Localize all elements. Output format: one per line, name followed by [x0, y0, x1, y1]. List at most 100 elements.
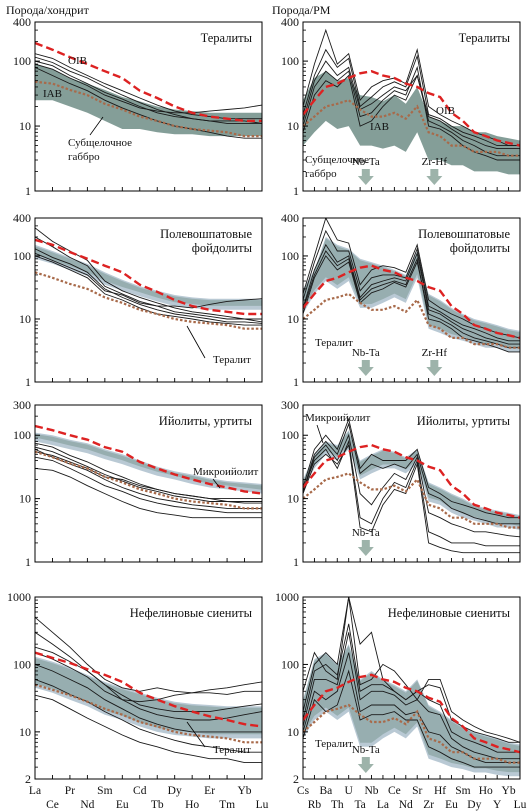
chart-panel-1: 1 10 100 400 Тералиты OIB IAB Субщелочное габбро… [281, 15, 521, 198]
y-tick-label: 300 [13, 398, 31, 412]
oib-label: OIB [68, 55, 87, 67]
sample-line-0 [35, 616, 262, 695]
teralite-label: Тералит [213, 354, 251, 366]
iab-line [35, 450, 262, 510]
ree-element-label: Yb [238, 785, 252, 797]
down-arrow-icon [357, 540, 374, 556]
ree-element-label: Sm [97, 785, 112, 797]
y-tick-label: 100 [13, 428, 31, 442]
spider-element-label: Sr [412, 785, 422, 797]
sample-line-3 [303, 74, 520, 157]
anomaly-label-zr-hf: Zr-Hf [422, 156, 448, 168]
y-tick-label: 100 [13, 54, 31, 68]
plot-area [303, 28, 520, 175]
microijolite-leader [316, 424, 324, 444]
ree-element-label: Ho [185, 799, 199, 811]
y-tick-label: 10 [19, 312, 31, 326]
plot-frame [34, 596, 263, 780]
comparison-range-band [35, 656, 262, 739]
gabbro-band [303, 71, 520, 175]
panel-title: Нефелиновые сиениты [130, 606, 253, 620]
oib-line [35, 41, 262, 123]
plot-area [35, 616, 262, 764]
sample-line-2 [35, 448, 262, 509]
sample-line-5 [35, 467, 262, 519]
gabbro-label: габбро [305, 168, 337, 180]
chart-panel-4: 1 10 100 300 Ийолиты, уртиты Микроийолит [13, 398, 263, 569]
sample-line-3 [303, 439, 520, 547]
sample-line-2 [303, 623, 520, 753]
sample-line-4 [35, 663, 262, 733]
sample-line-0 [35, 442, 262, 502]
sample-line-5 [35, 678, 262, 753]
panel-title: фойдолиты [192, 241, 253, 255]
panel-title: Тералиты [201, 31, 253, 45]
sample-line-0 [303, 417, 520, 519]
spider-element-label: Sm [455, 785, 470, 797]
comparison-range-band [35, 432, 262, 494]
oib-line [35, 238, 262, 316]
microijolite-leader [212, 478, 221, 489]
sample-line-5 [303, 669, 520, 768]
y-tick-label: 2 [25, 772, 31, 786]
spider-element-label: Lu [514, 799, 527, 811]
x-axis-labels: LaCePrNdSmEuCdTbDyHoErTmYbLuCsRbBaThUTaN… [29, 785, 527, 811]
gabbro-band [35, 434, 262, 490]
plot-frame [302, 404, 521, 563]
teralite-label: Тералит [213, 744, 251, 756]
y-tick-label: 1 [25, 375, 31, 389]
y-tick-label: 1 [293, 184, 299, 198]
down-arrow-icon [357, 757, 374, 773]
spider-element-label: U [345, 785, 354, 797]
panel-title: Ийолиты, уртиты [159, 414, 253, 428]
teralite-label: Тералит [315, 337, 353, 349]
sample-line-1 [303, 48, 520, 147]
teralite-leader [186, 721, 206, 748]
iab-line [303, 292, 520, 349]
gabbro-label: габбро [68, 151, 100, 163]
sample-line-4 [303, 65, 520, 161]
y-tick-label: 10 [287, 725, 299, 739]
spider-element-label: Ho [479, 785, 493, 797]
iab-label: IAB [43, 88, 62, 100]
panel-title: Полевошпатовые [160, 227, 252, 241]
sample-line-1 [303, 422, 520, 525]
sample-line-1 [303, 229, 520, 342]
spider-element-label: Ta [354, 799, 365, 811]
y-tick-label: 100 [281, 54, 299, 68]
iab-line [303, 98, 520, 157]
panel-title: Нефелиновые сиениты [388, 606, 511, 620]
spider-element-label: Dy [467, 799, 481, 811]
teralite-leader [186, 325, 206, 359]
y-tick-label: 1000 [275, 590, 299, 604]
down-arrow-icon [357, 169, 374, 185]
oib-line [303, 264, 520, 340]
panel-title: Ийолиты, уртиты [417, 414, 511, 428]
sample-line-4 [303, 652, 520, 764]
y-tick-label: 10 [287, 119, 299, 133]
sample-line-1 [35, 236, 262, 323]
y-tick-label: 10 [287, 492, 299, 506]
y-tick-label: 400 [13, 15, 31, 29]
anomaly-label-nb-ta: Nb-Ta [352, 744, 380, 756]
oib-line [303, 443, 520, 519]
oib-line [303, 69, 520, 147]
y-tick-label: 1000 [7, 590, 31, 604]
sample-line-3 [35, 451, 262, 500]
sample-line-3 [35, 652, 262, 721]
panel-title: Полевошпатовые [418, 227, 510, 241]
comparison-range-band [35, 244, 262, 310]
spider-element-label: Zr [423, 799, 434, 811]
spider-element-label: Nb [364, 785, 378, 797]
spider-element-label: Ba [319, 785, 332, 797]
plot-area [35, 41, 262, 139]
ree-element-label: Tm [219, 799, 235, 811]
sample-line-4 [35, 66, 262, 139]
y-tick-label: 1 [293, 555, 299, 569]
y-tick-label: 300 [281, 398, 299, 412]
spider-element-label: Rb [308, 799, 322, 811]
plot-area [35, 424, 262, 519]
